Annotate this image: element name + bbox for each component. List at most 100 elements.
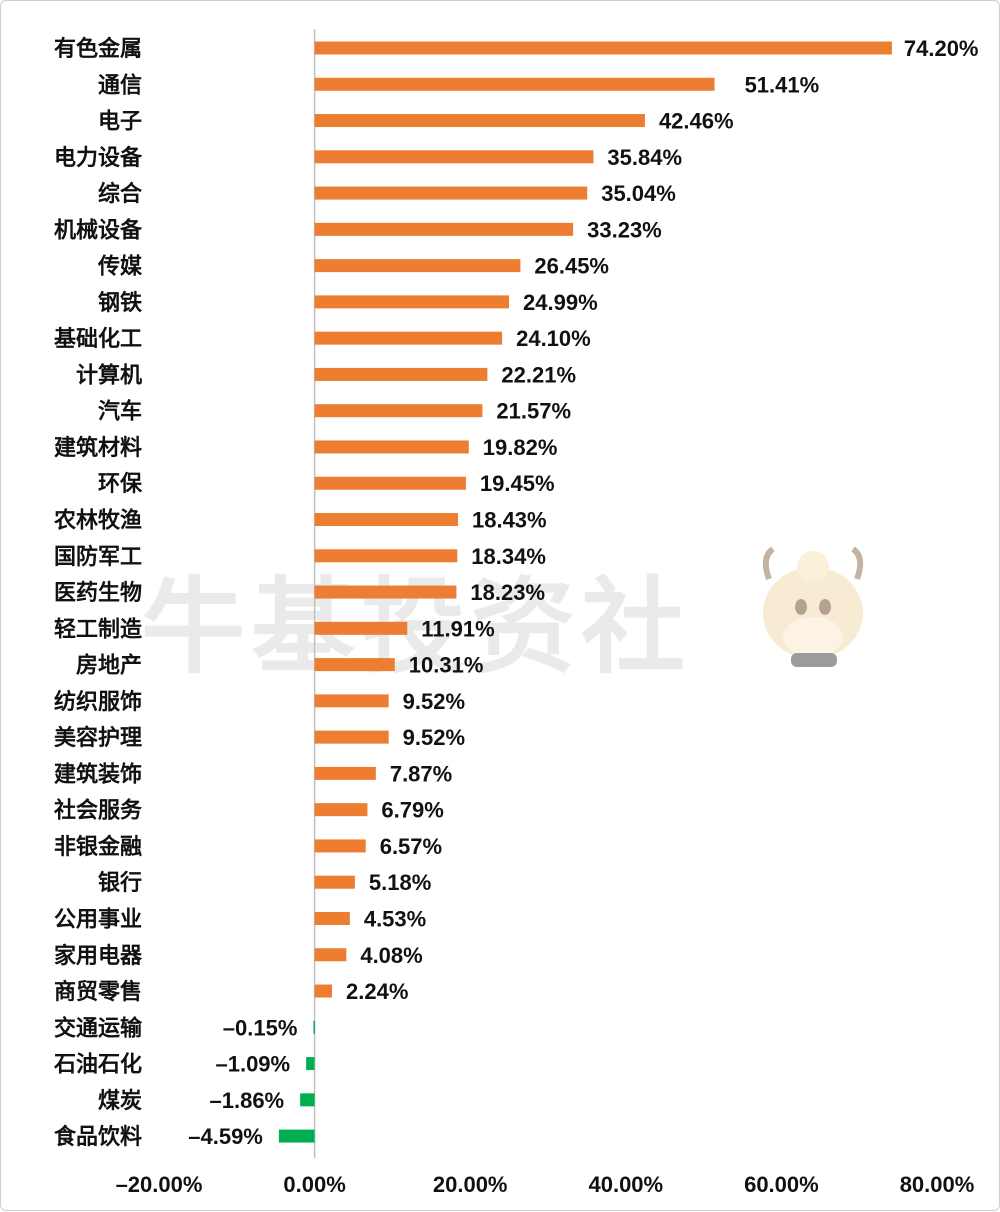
bar-7 <box>314 259 521 273</box>
bar-30 <box>300 1093 315 1107</box>
bar-19 <box>314 694 389 708</box>
category-label: 汽车 <box>98 399 142 425</box>
data-label: –0.15% <box>223 1015 298 1040</box>
category-label: 综合 <box>98 181 143 207</box>
x-tick-label: 80.00% <box>900 1172 975 1197</box>
data-label: 11.91% <box>421 616 494 641</box>
data-label: 6.57% <box>380 834 442 859</box>
category-label: 建筑装饰 <box>54 761 142 787</box>
data-label: 18.23% <box>470 580 545 605</box>
category-label: 商贸零售 <box>54 979 142 1005</box>
bar-9 <box>314 331 503 345</box>
category-label: 通信 <box>98 72 142 98</box>
data-label: 24.10% <box>516 326 591 351</box>
bar-24 <box>314 875 355 889</box>
bar-6 <box>314 222 574 236</box>
bar-16 <box>314 585 457 599</box>
data-label: 24.99% <box>523 290 598 315</box>
category-label: 有色金属 <box>54 36 142 62</box>
data-label: 19.45% <box>480 471 555 496</box>
data-label: 9.52% <box>403 725 465 750</box>
data-label: 35.84% <box>607 145 682 170</box>
bar-8 <box>314 295 510 309</box>
category-label: 纺织服饰 <box>54 689 142 715</box>
bar-23 <box>314 839 366 853</box>
category-label: 交通运输 <box>54 1015 143 1041</box>
bar-3 <box>314 114 645 128</box>
x-tick-label: 0.00% <box>283 1172 345 1197</box>
category-label: 电力设备 <box>54 145 143 171</box>
category-label: 传媒 <box>97 254 143 280</box>
category-label: 食品饮料 <box>54 1124 142 1150</box>
bar-22 <box>314 803 368 817</box>
category-label: 国防军工 <box>54 545 142 570</box>
bar-1 <box>314 41 892 55</box>
data-label: 10.31% <box>409 653 484 678</box>
x-tick-label: –20.00% <box>116 1172 203 1197</box>
bar-5 <box>314 186 588 200</box>
data-label: 4.53% <box>364 906 426 931</box>
category-label: 农林牧渔 <box>53 508 142 534</box>
category-label: 房地产 <box>76 653 142 679</box>
data-label: 26.45% <box>534 254 609 279</box>
category-label: 电子 <box>98 110 142 135</box>
bar-20 <box>314 730 389 744</box>
category-label: 银行 <box>98 870 142 896</box>
data-label: 51.41% <box>745 72 820 97</box>
category-label: 医药生物 <box>54 580 142 606</box>
watermark: 牛基投资社 <box>141 546 864 688</box>
data-label: 4.08% <box>360 943 422 968</box>
bar-18 <box>314 658 395 672</box>
bar-12 <box>314 440 469 454</box>
bar-2 <box>314 77 715 91</box>
category-label: 轻工制造 <box>54 616 142 642</box>
x-tick-label: 20.00% <box>433 1172 508 1197</box>
category-label: 煤炭 <box>98 1088 142 1114</box>
category-label: 美容护理 <box>54 725 142 751</box>
category-label: 环保 <box>98 472 143 497</box>
bar-21 <box>314 766 376 780</box>
data-label: 2.24% <box>346 979 408 1004</box>
bar-14 <box>314 513 458 527</box>
mascot-logo <box>762 546 864 667</box>
data-label: 18.34% <box>471 544 546 569</box>
category-label: 计算机 <box>76 362 142 388</box>
data-label: 22.21% <box>501 362 576 387</box>
category-label: 建筑材料 <box>54 435 142 461</box>
bar-13 <box>314 476 466 490</box>
category-label: 机械设备 <box>54 217 143 243</box>
data-label: 35.04% <box>601 181 676 206</box>
data-label: 21.57% <box>496 399 571 424</box>
data-label: 9.52% <box>403 689 465 714</box>
category-label: 家用电器 <box>54 943 143 969</box>
bar-10 <box>314 367 488 381</box>
data-label: 18.43% <box>472 508 547 533</box>
data-label: 7.87% <box>390 761 452 786</box>
data-label: 5.18% <box>369 870 431 895</box>
data-label: 19.82% <box>483 435 558 460</box>
bar-28 <box>313 1020 315 1034</box>
category-label: 钢铁 <box>98 290 142 316</box>
category-label: 基础化工 <box>54 326 142 352</box>
bar-29 <box>306 1057 315 1071</box>
category-label: 公用事业 <box>54 906 142 932</box>
x-tick-label: 60.00% <box>744 1172 819 1197</box>
bar-26 <box>314 948 347 962</box>
bar-27 <box>314 984 333 998</box>
data-label: –1.86% <box>210 1088 285 1113</box>
data-label: 6.79% <box>381 798 443 823</box>
data-label: 42.46% <box>659 109 734 134</box>
bar-11 <box>314 404 483 418</box>
bar-17 <box>314 621 408 635</box>
data-label: 74.20% <box>904 36 979 61</box>
x-tick-label: 40.00% <box>588 1172 663 1197</box>
bar-31 <box>278 1129 315 1143</box>
bar-4 <box>314 150 594 164</box>
bar-15 <box>314 549 458 563</box>
data-label: 33.23% <box>587 217 662 242</box>
category-label: 石油石化 <box>53 1052 142 1078</box>
category-label: 社会服务 <box>54 798 143 824</box>
data-label: –1.09% <box>215 1052 290 1077</box>
